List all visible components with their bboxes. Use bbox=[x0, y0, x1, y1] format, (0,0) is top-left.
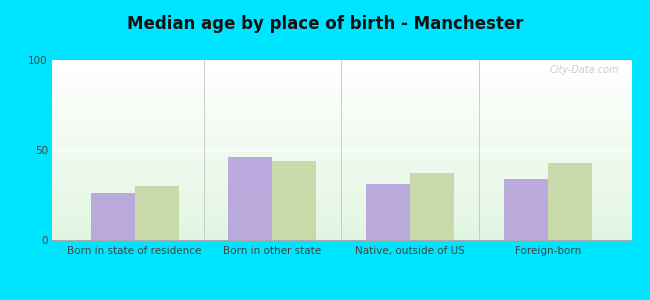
Bar bbox=[228, 157, 272, 240]
Bar bbox=[410, 173, 454, 240]
Text: Median age by place of birth - Manchester: Median age by place of birth - Mancheste… bbox=[127, 15, 523, 33]
Bar bbox=[90, 193, 135, 240]
Bar bbox=[135, 186, 179, 240]
Bar bbox=[504, 179, 548, 240]
Text: City-Data.com: City-Data.com bbox=[549, 65, 619, 75]
Bar bbox=[366, 184, 410, 240]
Bar bbox=[548, 163, 592, 240]
Bar bbox=[272, 161, 317, 240]
